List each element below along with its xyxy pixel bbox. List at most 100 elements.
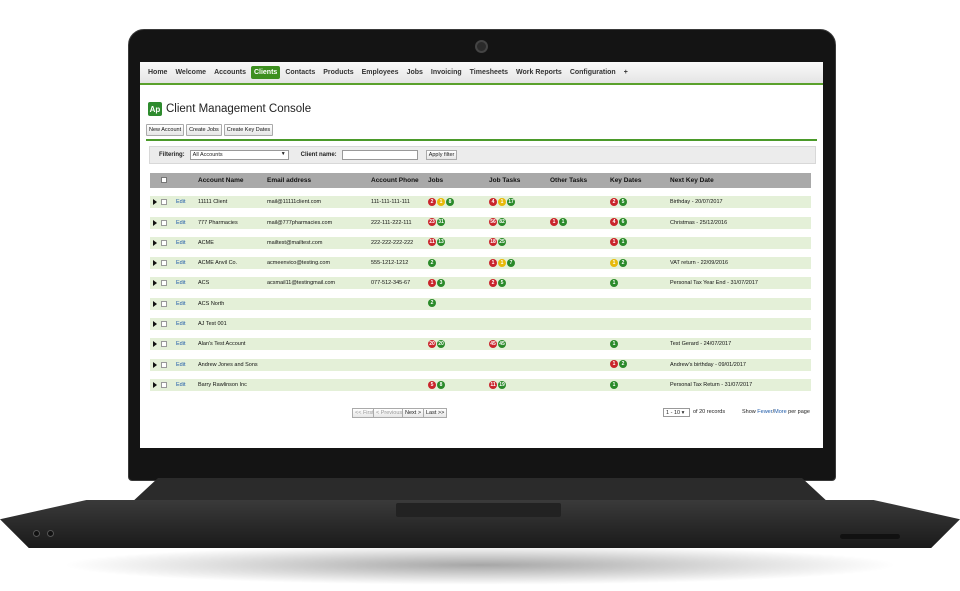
nav-tab[interactable]: Configuration (569, 69, 616, 76)
expand-arrow-icon[interactable] (153, 321, 157, 328)
table-row[interactable]: Edit ACS North 2 (150, 297, 811, 310)
row-checkbox[interactable] (161, 381, 167, 388)
next-page-button[interactable]: Next > (402, 408, 425, 418)
red-count-badge[interactable]: 2 (489, 279, 497, 288)
yellow-count-badge[interactable]: 1 (610, 258, 618, 267)
expand-arrow-icon[interactable] (153, 219, 157, 226)
last-page-button[interactable]: Last >> (423, 408, 448, 418)
table-row[interactable]: Edit ACME mailtest@mailtest.com 222-222-222… (150, 236, 811, 249)
nav-tab[interactable]: Work Reports (516, 69, 562, 76)
expand-arrow-icon[interactable] (153, 381, 157, 388)
create-jobs-button[interactable]: Create Jobs (186, 124, 222, 136)
column-header[interactable]: Jobs (428, 177, 444, 184)
table-row[interactable]: Edit 11111 Client mail@11111client.com 111-… (150, 196, 811, 209)
select-all-checkbox[interactable] (161, 177, 167, 183)
green-count-badge[interactable]: 6 (619, 218, 627, 227)
red-count-badge[interactable]: 1 (550, 218, 558, 227)
green-count-badge[interactable]: 8 (446, 197, 454, 206)
table-row[interactable]: Edit Barry Rawlinson Inc Personal Tax Retu… (150, 378, 811, 391)
table-row[interactable]: Edit Andrew Jones and Sons Andrew's birthd… (150, 358, 811, 371)
more-link[interactable]: More (774, 409, 787, 415)
row-checkbox[interactable] (161, 260, 167, 267)
edit-link[interactable]: Edit (176, 321, 186, 328)
filtering-select[interactable]: All Accounts ▼ (189, 150, 289, 160)
column-header[interactable]: Other Tasks (550, 177, 588, 184)
table-row[interactable]: Edit 777 Pharmacies mail@777pharmacies.com… (150, 216, 811, 229)
green-count-badge[interactable]: 1 (559, 218, 567, 227)
nav-tab[interactable]: Contacts (285, 69, 316, 76)
row-checkbox[interactable] (161, 219, 167, 226)
edit-link[interactable]: Edit (176, 300, 186, 307)
row-checkbox[interactable] (161, 341, 167, 348)
page-range-select[interactable]: 1 - 10 ▾ (663, 408, 690, 417)
green-count-badge[interactable]: 2 (428, 258, 436, 267)
green-count-badge[interactable]: 31 (437, 218, 445, 227)
green-count-badge[interactable]: 17 (507, 197, 515, 206)
green-count-badge[interactable]: 8 (437, 380, 445, 389)
red-count-badge[interactable]: 11 (489, 380, 497, 389)
green-count-badge[interactable]: 19 (498, 380, 506, 389)
column-header[interactable]: Key Dates (610, 177, 642, 184)
expand-arrow-icon[interactable] (153, 341, 157, 348)
previous-page-button[interactable]: < Previous (373, 408, 406, 418)
red-count-badge[interactable]: 56 (489, 218, 497, 227)
red-count-badge[interactable]: 4 (610, 218, 618, 227)
red-count-badge[interactable]: 11 (428, 238, 436, 247)
expand-arrow-icon[interactable] (153, 260, 157, 267)
column-header[interactable]: Email address (267, 177, 312, 184)
yellow-count-badge[interactable]: 1 (498, 258, 506, 267)
red-count-badge[interactable]: 23 (428, 218, 436, 227)
green-count-badge[interactable]: 2 (619, 360, 627, 369)
nav-tab[interactable]: Home (148, 69, 168, 76)
green-count-badge[interactable]: 13 (437, 238, 445, 247)
green-count-badge[interactable]: 25 (498, 238, 506, 247)
row-checkbox[interactable] (161, 280, 167, 287)
red-count-badge[interactable]: 4 (489, 197, 497, 206)
green-count-badge[interactable]: 3 (437, 279, 445, 288)
green-count-badge[interactable]: 2 (428, 299, 436, 308)
nav-tab[interactable]: Products (323, 69, 354, 76)
fewer-link[interactable]: Fewer (757, 409, 773, 415)
green-count-badge[interactable]: 82 (498, 218, 506, 227)
expand-arrow-icon[interactable] (153, 199, 157, 206)
table-row[interactable]: Edit AJ Test 001 (150, 318, 811, 331)
green-count-badge[interactable]: 1 (610, 339, 618, 348)
green-count-badge[interactable]: 1 (610, 279, 618, 288)
nav-tab[interactable]: Accounts (214, 69, 246, 76)
expand-arrow-icon[interactable] (153, 280, 157, 287)
column-header[interactable]: Next Key Date (670, 177, 714, 184)
edit-link[interactable]: Edit (176, 219, 186, 226)
edit-link[interactable]: Edit (176, 341, 186, 348)
red-count-badge[interactable]: 5 (428, 380, 436, 389)
nav-tab[interactable]: Timesheets (469, 69, 509, 76)
nav-tab[interactable]: Clients (250, 66, 281, 79)
red-count-badge[interactable]: 1 (610, 360, 618, 369)
yellow-count-badge[interactable]: 1 (437, 197, 445, 206)
client-name-input[interactable] (341, 150, 418, 160)
column-header[interactable]: Job Tasks (489, 177, 521, 184)
nav-tab[interactable]: Employees (361, 69, 399, 76)
edit-link[interactable]: Edit (176, 381, 186, 388)
red-count-badge[interactable]: 1 (428, 279, 436, 288)
apply-filter-button[interactable]: Apply filter (425, 150, 458, 160)
red-count-badge[interactable]: 1 (489, 258, 497, 267)
expand-arrow-icon[interactable] (153, 239, 157, 246)
green-count-badge[interactable]: 2 (619, 258, 627, 267)
edit-link[interactable]: Edit (176, 361, 186, 368)
row-checkbox[interactable] (161, 300, 167, 307)
row-checkbox[interactable] (161, 199, 167, 206)
green-count-badge[interactable]: 5 (498, 279, 506, 288)
nav-tab[interactable]: Welcome (175, 69, 207, 76)
edit-link[interactable]: Edit (176, 280, 186, 287)
red-count-badge[interactable]: 20 (428, 339, 436, 348)
new-account-button[interactable]: New Account (146, 124, 185, 136)
row-checkbox[interactable] (161, 321, 167, 328)
red-count-badge[interactable]: 2 (428, 197, 436, 206)
green-count-badge[interactable]: 20 (437, 339, 445, 348)
edit-link[interactable]: Edit (176, 239, 186, 246)
expand-arrow-icon[interactable] (153, 361, 157, 368)
green-count-badge[interactable]: 1 (610, 380, 618, 389)
nav-tab[interactable]: Jobs (406, 69, 423, 76)
yellow-count-badge[interactable]: 1 (498, 197, 506, 206)
table-row[interactable]: Edit ACME Anvil Co. acmeenvico@testing.com… (150, 257, 811, 270)
